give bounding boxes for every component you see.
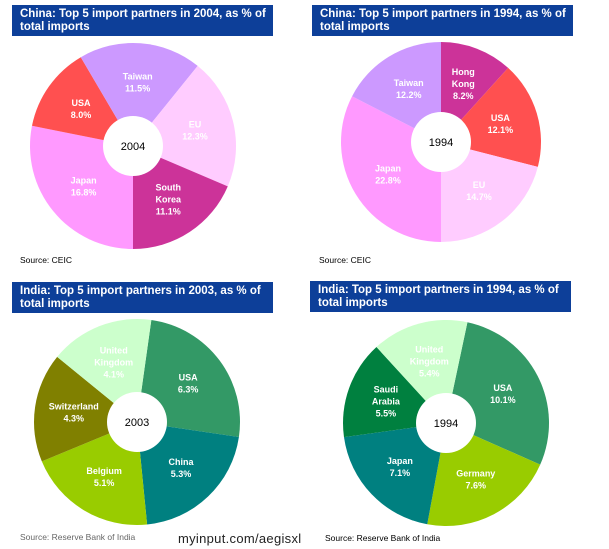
center-year-label: 1994 (429, 137, 453, 149)
pie-slice-taiwan (352, 42, 441, 142)
pie-slice-belgium (41, 422, 148, 526)
source-china-1994: Source: CEIC (319, 255, 371, 265)
source-china-2004: Source: CEIC (20, 255, 72, 265)
chart-title-india-1994: India: Top 5 import partners in 1994, as… (310, 281, 571, 312)
center-year-label: 1994 (434, 418, 458, 430)
center-year-label: 2004 (121, 141, 145, 153)
watermark: myinput.com/aegisxl (178, 531, 302, 546)
slice-label: South Korea 11.1% (155, 182, 182, 216)
chart-title-china-1994: China: Top 5 import partners in 1994, as… (312, 5, 573, 36)
slice-label: Taiwan 11.5% (123, 71, 153, 93)
slice-label: USA 12.1% (488, 113, 514, 135)
slice-label: EU 12.3% (182, 120, 208, 142)
pie-slice-south-korea (133, 146, 228, 249)
center-year-label: 2003 (125, 417, 149, 429)
slice-label: Japan 16.8% (71, 175, 97, 197)
slice-label: United Kingdom 5.4% (410, 344, 449, 378)
chart-title-china-2004: China: Top 5 import partners in 2004, as… (12, 5, 273, 36)
slice-label: USA 8.0% (71, 98, 92, 120)
source-india-1994: Source: Reserve Bank of India (325, 533, 441, 543)
pie-slice-switzerland (34, 356, 137, 462)
source-india-2003: Source: Reserve Bank of India (20, 532, 136, 542)
slice-label: Germany 7.6% (456, 468, 495, 490)
slice-label: Japan 22.8% (375, 163, 401, 185)
pie-slice-china (137, 422, 239, 525)
donut-hole (411, 112, 471, 172)
donut-hole (107, 392, 167, 452)
slice-label: Belgium 5.1% (86, 466, 122, 488)
pie-slice-usa (31, 57, 133, 146)
pie-slice-eu (441, 142, 538, 242)
slice-label: Switzerland 4.3% (49, 402, 99, 424)
donut-hole (103, 116, 163, 176)
chart-title-india-2003: India: Top 5 import partners in 2003, as… (12, 282, 273, 313)
slice-label: Hong Kong 8.2% (452, 67, 475, 101)
pie-slice-hong-kong (441, 42, 509, 142)
slice-label: Saudi Arabia 5.5% (372, 384, 401, 418)
pie-slice-japan (343, 423, 446, 525)
slice-label: Japan 7.1% (387, 456, 413, 478)
slice-label: Taiwan 12.2% (394, 78, 424, 100)
donut-hole (416, 393, 476, 453)
slice-label: USA 6.3% (178, 373, 199, 395)
pie-slice-taiwan (80, 43, 198, 146)
slice-label: USA 10.1% (490, 383, 516, 405)
slice-label: United Kingdom 4.1% (94, 346, 133, 380)
slice-label: EU 14.7% (466, 180, 492, 202)
slice-label: China 5.3% (169, 457, 195, 479)
